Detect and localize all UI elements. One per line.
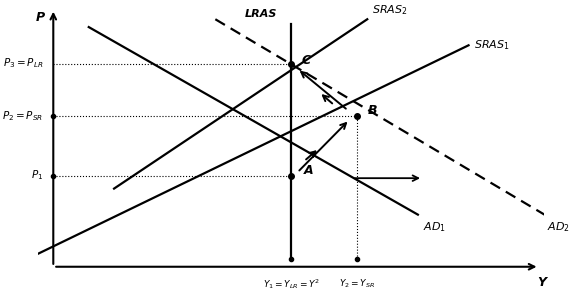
Text: Y: Y — [537, 276, 546, 289]
Text: $Y_2 = Y_{SR}$: $Y_2 = Y_{SR}$ — [339, 277, 375, 290]
Text: LRAS: LRAS — [245, 9, 277, 19]
Text: $P_1$: $P_1$ — [31, 169, 43, 182]
Text: A: A — [304, 164, 313, 177]
Text: $Y_1 = Y_{LR} = Y^2$: $Y_1 = Y_{LR} = Y^2$ — [263, 277, 320, 291]
Text: $P_2 = P_{SR}$: $P_2 = P_{SR}$ — [2, 109, 43, 123]
Text: C: C — [301, 54, 311, 67]
Text: $P_3 = P_{LR}$: $P_3 = P_{LR}$ — [3, 57, 43, 70]
Text: B: B — [367, 104, 377, 117]
Text: $SRAS_1$: $SRAS_1$ — [473, 38, 509, 52]
Text: P: P — [36, 11, 45, 24]
Text: $AD_2$: $AD_2$ — [547, 220, 570, 234]
Text: $AD_1$: $AD_1$ — [423, 220, 446, 234]
Text: $SRAS_2$: $SRAS_2$ — [372, 3, 408, 17]
